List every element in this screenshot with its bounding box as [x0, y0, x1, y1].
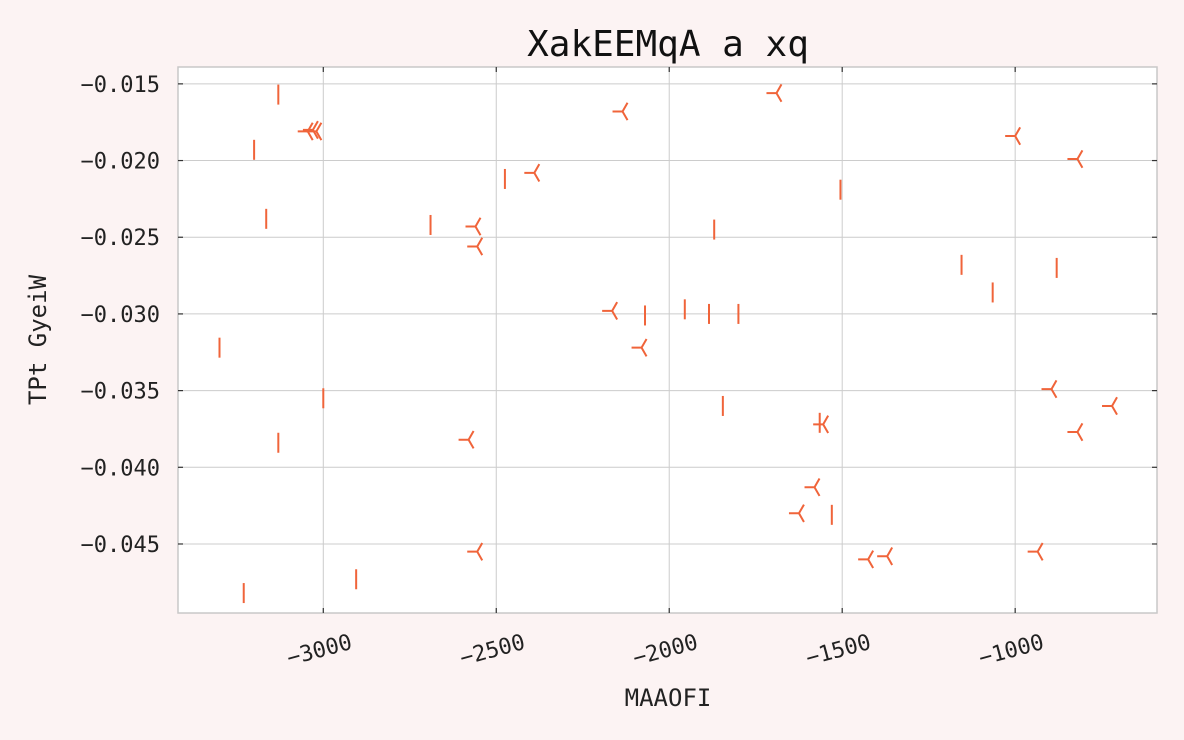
- y-tick-label: −0.030: [81, 303, 160, 328]
- tri-marker: [306, 122, 323, 141]
- plot-area: [177, 66, 1158, 614]
- tri-marker: [631, 338, 648, 357]
- tri-marker: [804, 478, 821, 497]
- tri-marker: [602, 301, 619, 321]
- y-tick-label: −0.035: [81, 380, 160, 405]
- tri-marker: [467, 237, 484, 256]
- tri-marker: [458, 430, 475, 449]
- tri-marker: [524, 163, 541, 183]
- x-tick-label: −1500: [803, 630, 873, 671]
- x-axis-label: MAAOFI: [625, 684, 712, 712]
- y-axis-label: TPt GyeiW: [24, 274, 52, 405]
- x-tick-label: −2500: [457, 630, 527, 671]
- y-tick-label: −0.025: [81, 226, 160, 251]
- tri-marker: [1102, 396, 1118, 416]
- tri-marker: [465, 217, 482, 236]
- tri-marker: [467, 542, 484, 561]
- y-tick-label: −0.020: [81, 150, 160, 175]
- tri-marker: [1067, 422, 1084, 442]
- tri-marker: [1041, 379, 1058, 399]
- tri-marker: [612, 102, 629, 121]
- chart-title: XakEEMqA a xq: [527, 24, 809, 65]
- y-tick-label: −0.045: [81, 533, 160, 558]
- x-tick-label: −2000: [630, 630, 700, 671]
- y-axis-ticks: −0.015 −0.020 −0.025 −0.030 −0.035 −0.040 −0.0…: [81, 73, 1157, 558]
- grid: [178, 67, 1157, 613]
- x-tick-label: −1000: [976, 630, 1046, 671]
- data-markers: [218, 83, 1118, 604]
- tri-marker: [788, 504, 805, 523]
- y-tick-label: −0.015: [81, 73, 160, 98]
- tri-marker: [813, 415, 830, 434]
- y-tick-label: −0.040: [81, 456, 160, 481]
- tri-marker: [1027, 542, 1044, 561]
- x-tick-label: −3000: [284, 630, 354, 671]
- tri-marker: [766, 83, 783, 103]
- tri-marker: [1005, 126, 1022, 146]
- tri-marker: [858, 550, 875, 569]
- tri-marker: [1067, 149, 1084, 169]
- tri-marker: [877, 547, 894, 566]
